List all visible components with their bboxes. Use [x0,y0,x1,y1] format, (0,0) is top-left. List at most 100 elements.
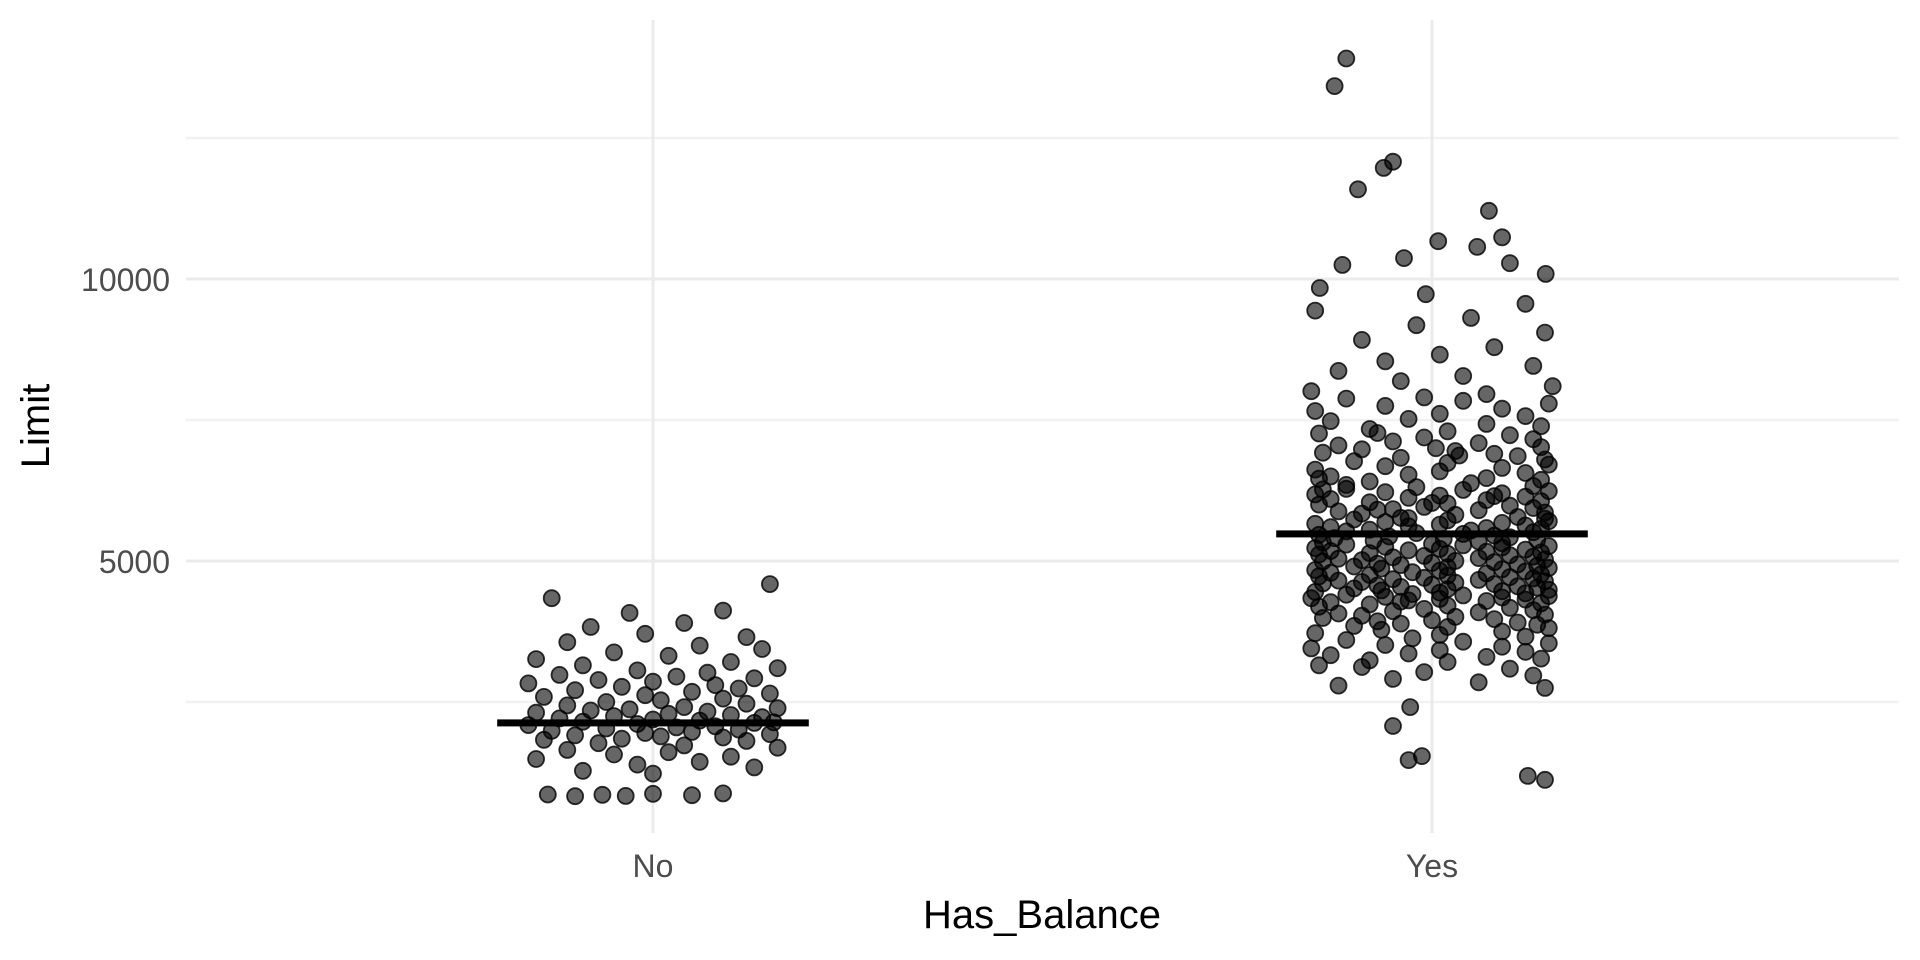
x-axis-title: Has_Balance [923,893,1161,937]
data-point [628,755,647,774]
data-point [1391,448,1410,467]
data-point [574,656,592,675]
data-point [1360,472,1379,491]
data-point [1376,457,1395,476]
data-point [535,688,553,706]
data-point [768,738,787,757]
data-point [1399,509,1418,527]
data-point [1310,424,1328,443]
data-point [1454,536,1473,555]
data-point [1430,345,1449,364]
data-point [745,669,764,688]
data-point [1516,464,1535,482]
data-point [1493,228,1511,247]
data-point [1532,417,1550,436]
data-point [1501,254,1519,273]
data-point [737,694,756,713]
data-point [620,700,639,719]
data-point [628,661,647,680]
data-point [722,653,740,671]
data-point [1450,446,1469,465]
data-point [538,785,557,804]
data-point [1399,751,1418,769]
data-point [667,667,686,686]
data-point [1337,585,1356,604]
data-point [761,575,779,593]
data-point [612,729,631,748]
data-point [1469,603,1488,622]
data-point [1345,617,1363,635]
data-point [1516,627,1535,646]
data-point [1493,399,1511,418]
data-point [1469,434,1488,453]
y-tick-label-10000: 10000 [81,262,170,298]
data-point [1532,649,1550,668]
data-point [566,726,584,745]
data-point [1314,609,1332,627]
data-point [1415,663,1434,681]
data-point [1391,372,1410,391]
data-point [1469,549,1488,567]
data-point [1372,620,1391,639]
data-point [589,671,608,689]
data-point [1524,666,1543,685]
data-point [612,677,631,696]
data-point [1310,495,1328,514]
data-point [636,624,655,643]
data-point [1477,385,1496,404]
data-point [1302,639,1321,658]
data-point [1539,619,1558,637]
data-point [1345,557,1363,576]
data-point [714,784,732,803]
data-point [745,758,764,777]
data-point [1368,424,1387,442]
data-point [1329,604,1348,623]
data-point [659,646,678,665]
data-point [651,727,670,746]
data-point [1423,611,1441,630]
data-point [1430,515,1449,534]
data-point [1314,443,1332,462]
data-point [1539,394,1558,413]
data-point [535,730,553,749]
data-point [644,784,662,803]
data-point [675,736,694,755]
data-point [1539,455,1558,474]
data-point [1337,479,1356,498]
data-point [1368,500,1387,519]
data-point [1493,637,1511,656]
data-point [1329,361,1348,380]
data-point [1454,480,1473,499]
data-point [1374,158,1393,177]
data-point [1337,49,1356,68]
data-point [1399,541,1418,560]
data-point [1325,77,1344,95]
data-point [1376,483,1395,502]
mean-crossbar-no [497,719,809,727]
data-point [566,681,584,700]
data-point [636,724,655,742]
data-point [644,672,662,691]
data-point [616,787,635,805]
data-point [1518,767,1537,785]
y-tick-label-5000: 5000 [98,544,170,580]
data-point [1508,447,1527,466]
data-point [1539,634,1558,653]
data-point [722,747,740,766]
data-point [1376,587,1395,606]
data-point [1349,180,1367,199]
data-point [1477,648,1496,666]
data-point [1485,610,1504,628]
data-point [1376,636,1395,654]
data-point [675,614,694,632]
data-point [1337,389,1356,408]
data-point [1321,412,1340,431]
data-point [574,761,592,780]
data-point [558,741,577,759]
data-point [1395,249,1413,268]
data-point [1480,201,1498,220]
data-point [581,618,600,636]
data-point [1384,432,1402,451]
data-point [1399,488,1418,507]
data-point [1407,316,1426,335]
